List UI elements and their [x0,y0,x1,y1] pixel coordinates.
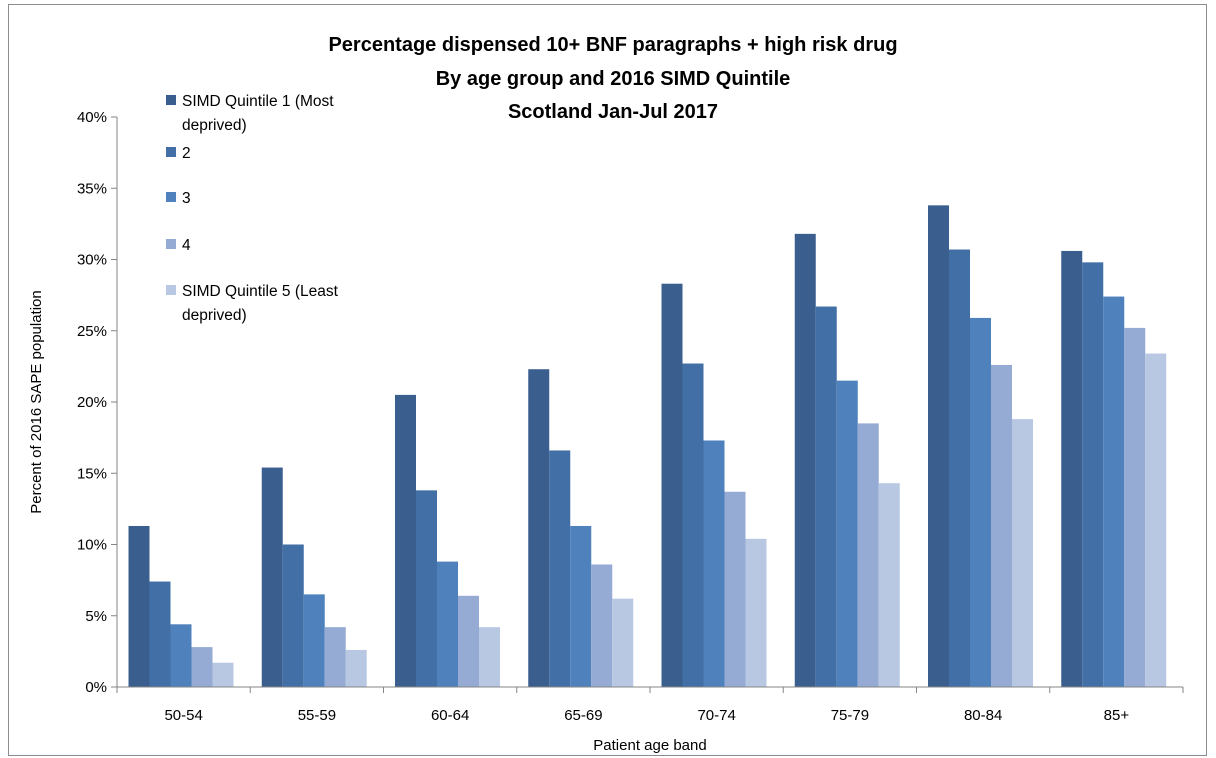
bar-series-3-60-64 [437,561,458,687]
bar-series-2-60-64 [416,490,437,687]
legend: SIMD Quintile 1 (Most deprived) 2 3 4 SIMD Qu… [166,93,339,324]
bar-series-4-80-84 [991,364,1012,687]
chart-frame [8,4,1207,756]
x-tick-label-60-64: 60-64 [431,707,469,724]
legend-swatch-series-1 [166,95,176,105]
bar-series-1-60-64 [395,394,416,688]
y-tick-label: 25% [77,323,107,340]
bar-series-3-75-79 [836,380,858,688]
bar-series-5-50-54 [212,662,234,687]
bar-series-2-50-54 [149,581,171,687]
x-tick-label-55-59: 55-59 [298,707,336,724]
legend-label-series-1: deprived) [182,117,247,134]
bar-series-5-75-79 [878,483,900,687]
bar-series-5-80-84 [1012,419,1033,687]
y-tick-label: 20% [77,394,107,411]
bar-series-3-55-59 [303,594,325,688]
bar-series-1-55-59 [261,467,283,687]
legend-swatch-series-2 [166,147,176,157]
y-tick-label: 40% [77,109,107,126]
bar-series-4-65-69 [591,564,613,687]
legend-label-series-5: SIMD Quintile 5 (Least [182,283,339,300]
bar-series-1-80-84 [928,205,949,687]
y-tick-label: 30% [77,252,107,269]
y-tick-label: 5% [85,608,107,625]
x-tick-label-85+: 85+ [1104,707,1130,724]
chart-title-line-2: By age group and 2016 SIMD Quintile [436,68,791,90]
bar-series-3-80-84 [970,317,991,687]
y-tick-label: 35% [77,180,107,197]
x-tick-label-65-69: 65-69 [564,707,602,724]
x-tick-label-80-84: 80-84 [964,707,1002,724]
bar-series-2-55-59 [282,544,304,687]
legend-swatch-series-5 [166,285,176,295]
bar-series-1-65-69 [528,369,550,687]
x-axis-label: Patient age band [593,737,706,754]
bar-series-5-65-69 [612,598,634,687]
x-tick-label-50-54: 50-54 [164,707,202,724]
bar-series-5-85+ [1145,353,1167,687]
bar-series-1-85+ [1061,250,1083,687]
bar-series-3-50-54 [170,624,192,687]
bar-series-2-65-69 [549,450,571,687]
bar-series-4-75-79 [857,423,879,688]
bars-group [128,205,1167,688]
bar-series-5-55-59 [345,649,367,687]
x-tick-label-75-79: 75-79 [831,707,869,724]
y-tick-label: 15% [77,465,107,482]
legend-label-series-3: 3 [182,190,191,207]
bar-series-2-70-74 [682,363,704,687]
bar-series-3-85+ [1103,296,1125,687]
legend-swatch-series-3 [166,192,176,202]
x-tick-label-70-74: 70-74 [697,707,735,724]
bar-series-4-50-54 [191,647,213,687]
bar-series-3-70-74 [703,440,725,687]
legend-label-series-5: deprived) [182,307,247,324]
bar-series-2-85+ [1082,262,1104,687]
bar-series-2-80-84 [949,249,970,687]
axes-group: 0% 5% 10% 15% 20% 25% 30% 35% 40% 50-54 55-59 60-64… [77,109,1184,724]
y-axis-label: Percent of 2016 SAPE population [28,290,45,514]
legend-swatch-series-4 [166,239,176,249]
bar-series-3-65-69 [570,525,592,687]
bar-series-5-70-74 [745,538,767,687]
bar-series-5-60-64 [479,627,500,687]
bar-series-4-60-64 [458,595,479,687]
legend-label-series-4: 4 [182,237,191,254]
chart-title-line-1: Percentage dispensed 10+ BNF paragraphs … [328,34,897,56]
bar-series-4-85+ [1124,327,1146,687]
legend-label-series-2: 2 [182,145,191,162]
legend-label-series-1: SIMD Quintile 1 (Most [182,93,334,110]
bar-series-1-70-74 [661,283,683,687]
bar-series-4-55-59 [324,627,346,687]
bar-series-1-75-79 [794,233,816,687]
bar-series-1-50-54 [128,525,150,687]
y-tick-label: 0% [85,679,107,696]
y-tick-label: 10% [77,537,107,554]
bar-series-4-70-74 [724,491,746,687]
bar-series-2-75-79 [815,306,837,687]
chart-title: Percentage dispensed 10+ BNF paragraphs … [328,34,897,123]
chart-title-line-3: Scotland Jan-Jul 2017 [508,101,718,123]
